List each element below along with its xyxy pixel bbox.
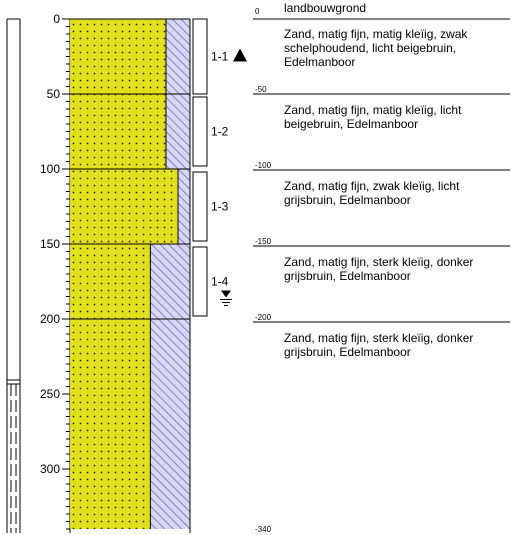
sample-label: 1-2 bbox=[211, 125, 229, 139]
clay-fill bbox=[150, 319, 190, 529]
depth-axis: 0 50 100 150 200 250 300 bbox=[40, 12, 71, 533]
depth-label: -100 bbox=[255, 161, 272, 170]
soil-column bbox=[70, 18, 191, 533]
description-separators: 0 -50 -100 -150 -200 -340 bbox=[253, 7, 510, 534]
sand-fill bbox=[70, 169, 178, 244]
clay-fill bbox=[166, 94, 190, 169]
sample-label: 1-3 bbox=[211, 200, 229, 214]
soil-layer bbox=[70, 18, 190, 94]
sample-1-2: 1-2 bbox=[192, 96, 229, 167]
sample-1-3: 1-3 bbox=[192, 171, 229, 242]
depth-tick-label: 0 bbox=[53, 12, 60, 26]
sand-fill bbox=[70, 319, 151, 529]
clay-fill bbox=[166, 19, 190, 94]
layer-description: Zand, matig fijn, matig kleïig, zwak sch… bbox=[284, 27, 468, 69]
depth-tick-label: 100 bbox=[40, 162, 60, 176]
sample-1-4: 1-4 bbox=[192, 246, 229, 317]
sample-label: 1-1 bbox=[211, 50, 229, 64]
sample-box bbox=[192, 246, 208, 317]
sample-box bbox=[192, 18, 208, 95]
depth-tick-label: 50 bbox=[47, 87, 61, 101]
sample-label: 1-4 bbox=[211, 275, 229, 289]
sample-box bbox=[192, 96, 208, 167]
depth-tick-label: 150 bbox=[40, 237, 60, 251]
sand-fill bbox=[70, 19, 166, 94]
depth-tick-label: 200 bbox=[40, 312, 60, 326]
sample-1-1: 1-1 bbox=[192, 18, 229, 95]
soil-layer bbox=[70, 93, 190, 169]
marker-sample-taken bbox=[233, 48, 247, 62]
layer-description: Zand, matig fijn, zwak kleïig, licht gri… bbox=[284, 179, 460, 207]
clay-fill bbox=[150, 244, 190, 319]
depth-label: -200 bbox=[255, 313, 272, 322]
layer-description: Zand, matig fijn, sterk kleïig, donker g… bbox=[284, 331, 474, 359]
sample-box bbox=[192, 171, 208, 242]
depth-label: -50 bbox=[255, 85, 267, 94]
casing-tube bbox=[6, 18, 21, 533]
layer-description: Zand, matig fijn, matig kleïig, licht be… bbox=[284, 103, 462, 131]
soil-layer bbox=[70, 243, 190, 319]
soil-layer bbox=[70, 318, 190, 529]
soil-layer bbox=[70, 168, 190, 244]
layer-description: Zand, matig fijn, sterk kleïig, donker g… bbox=[284, 255, 474, 283]
depth-label: 0 bbox=[255, 7, 260, 16]
clay-fill bbox=[178, 169, 190, 244]
sand-fill bbox=[70, 94, 166, 169]
groundwater-level-icon bbox=[220, 290, 232, 306]
depth-label: -150 bbox=[255, 237, 272, 246]
sample-intervals: 1-1 1-2 1-3 1-4 bbox=[192, 18, 229, 317]
layer-description: landbouwgrond bbox=[284, 1, 367, 15]
triangle-up-icon bbox=[233, 48, 247, 62]
depth-label: -340 bbox=[255, 525, 272, 534]
depth-tick-label: 300 bbox=[40, 462, 60, 476]
sand-fill bbox=[70, 244, 151, 319]
depth-tick-label: 250 bbox=[40, 387, 60, 401]
